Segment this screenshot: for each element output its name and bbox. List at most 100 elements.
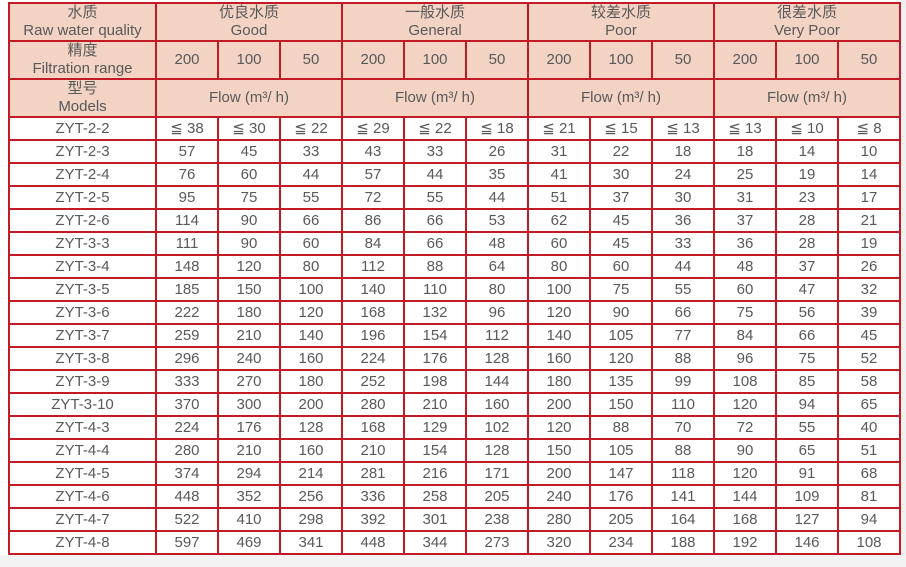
- flow-value-cell: 120: [217, 254, 281, 279]
- flow-header: Flow (m³/ h): [341, 78, 529, 118]
- flow-value-cell: 120: [527, 415, 591, 440]
- flow-value-cell: 91: [775, 461, 839, 486]
- flow-value-cell: 176: [589, 484, 653, 509]
- table-row: ZYT-4-8 597 469 341 448 344 273 320 234 188 192 146…: [8, 530, 901, 555]
- flow-value-cell: 344: [403, 530, 467, 555]
- flow-value-cell: 120: [589, 346, 653, 371]
- quality-group-good: 优良水质 Good: [155, 2, 343, 42]
- flow-value-cell: 336: [341, 484, 405, 509]
- filter-spec-table: 水质 Raw water quality 优良水质 Good 一般水质 Gene…: [8, 2, 901, 555]
- flow-value-cell: 168: [341, 300, 405, 325]
- flow-value-cell: 18: [651, 139, 715, 164]
- flow-value-cell: 150: [589, 392, 653, 417]
- flow-value-cell: 86: [341, 208, 405, 233]
- raw-water-quality-en: Raw water quality: [23, 22, 142, 39]
- flow-value-cell: ≦ 15: [589, 116, 653, 141]
- flow-value-cell: 88: [651, 346, 715, 371]
- flow-value-cell: 180: [217, 300, 281, 325]
- models-zh: 型号: [67, 80, 98, 97]
- flow-value-cell: 256: [279, 484, 343, 509]
- model-cell: ZYT-2-6: [8, 208, 157, 233]
- flow-value-cell: 270: [217, 369, 281, 394]
- quality-very-poor-zh: 很差水质: [776, 4, 837, 21]
- flow-value-cell: 160: [465, 392, 529, 417]
- raw-water-quality-zh: 水质: [67, 4, 98, 21]
- flow-value-cell: 150: [527, 438, 591, 463]
- flow-value-cell: ≦ 13: [713, 116, 777, 141]
- filtration-value: 200: [155, 40, 219, 80]
- flow-value-cell: 18: [713, 139, 777, 164]
- flow-value-cell: 146: [775, 530, 839, 555]
- flow-value-cell: 21: [837, 208, 901, 233]
- model-cell: ZYT-2-3: [8, 139, 157, 164]
- flow-value-cell: 37: [775, 254, 839, 279]
- flow-value-cell: 62: [527, 208, 591, 233]
- flow-value-cell: ≦ 10: [775, 116, 839, 141]
- flow-value-cell: 35: [465, 162, 529, 187]
- flow-value-cell: 205: [465, 484, 529, 509]
- page-edge-bottom: [0, 555, 906, 567]
- flow-value-cell: 17: [837, 185, 901, 210]
- quality-group-general: 一般水质 General: [341, 2, 529, 42]
- model-cell: ZYT-4-6: [8, 484, 157, 509]
- flow-value-cell: 140: [527, 323, 591, 348]
- flow-value-cell: 176: [403, 346, 467, 371]
- flow-value-cell: 176: [217, 415, 281, 440]
- filtration-range-en: Filtration range: [32, 60, 133, 77]
- flow-value-cell: 205: [589, 507, 653, 532]
- model-cell: ZYT-3-3: [8, 231, 157, 256]
- flow-value-cell: 32: [837, 277, 901, 302]
- table-row: ZYT-3-7 259 210 140 196 154 112 140 105 77 84 66 45: [8, 323, 901, 348]
- flow-value-cell: 300: [217, 392, 281, 417]
- flow-value-cell: 224: [341, 346, 405, 371]
- flow-value-cell: 60: [527, 231, 591, 256]
- table-row: ZYT-3-5 185 150 100 140 110 80 100 75 55 60 47 32: [8, 277, 901, 302]
- flow-value-cell: 280: [527, 507, 591, 532]
- flow-value-cell: 210: [403, 392, 467, 417]
- flow-value-cell: 111: [155, 231, 219, 256]
- flow-value-cell: 84: [713, 323, 777, 348]
- flow-value-cell: 168: [713, 507, 777, 532]
- model-cell: ZYT-3-7: [8, 323, 157, 348]
- flow-value-cell: 120: [527, 300, 591, 325]
- flow-value-cell: 60: [279, 231, 343, 256]
- flow-value-cell: 28: [775, 231, 839, 256]
- header-row-flow: 型号 Models Flow (m³/ h) Flow (m³/ h) Flow…: [8, 78, 901, 118]
- flow-value-cell: 75: [713, 300, 777, 325]
- flow-value-cell: 214: [279, 461, 343, 486]
- flow-value-cell: 44: [465, 185, 529, 210]
- flow-value-cell: 109: [775, 484, 839, 509]
- flow-value-cell: 281: [341, 461, 405, 486]
- flow-value-cell: 80: [465, 277, 529, 302]
- flow-value-cell: 90: [217, 231, 281, 256]
- raw-water-quality-header: 水质 Raw water quality: [8, 2, 157, 42]
- flow-value-cell: 75: [589, 277, 653, 302]
- flow-value-cell: 58: [837, 369, 901, 394]
- flow-value-cell: 14: [837, 162, 901, 187]
- model-cell: ZYT-4-3: [8, 415, 157, 440]
- flow-value-cell: 120: [279, 300, 343, 325]
- flow-value-cell: 55: [403, 185, 467, 210]
- flow-value-cell: 60: [713, 277, 777, 302]
- flow-value-cell: 144: [465, 369, 529, 394]
- flow-value-cell: 160: [279, 438, 343, 463]
- flow-value-cell: 55: [651, 277, 715, 302]
- flow-value-cell: 301: [403, 507, 467, 532]
- flow-value-cell: 26: [465, 139, 529, 164]
- flow-value-cell: 80: [279, 254, 343, 279]
- flow-value-cell: 26: [837, 254, 901, 279]
- flow-value-cell: 45: [837, 323, 901, 348]
- flow-value-cell: 192: [713, 530, 777, 555]
- flow-value-cell: 154: [403, 438, 467, 463]
- model-cell: ZYT-3-9: [8, 369, 157, 394]
- flow-value-cell: 48: [713, 254, 777, 279]
- flow-value-cell: 128: [465, 346, 529, 371]
- table-row: ZYT-3-4 148 120 80 112 88 64 80 60 44 48 37 26: [8, 254, 901, 279]
- flow-value-cell: 100: [279, 277, 343, 302]
- flow-value-cell: 144: [713, 484, 777, 509]
- quality-poor-en: Poor: [605, 22, 637, 39]
- flow-value-cell: 60: [217, 162, 281, 187]
- flow-value-cell: 147: [589, 461, 653, 486]
- table-row: ZYT-4-7 522 410 298 392 301 238 280 205 164 168 127…: [8, 507, 901, 532]
- flow-value-cell: 240: [527, 484, 591, 509]
